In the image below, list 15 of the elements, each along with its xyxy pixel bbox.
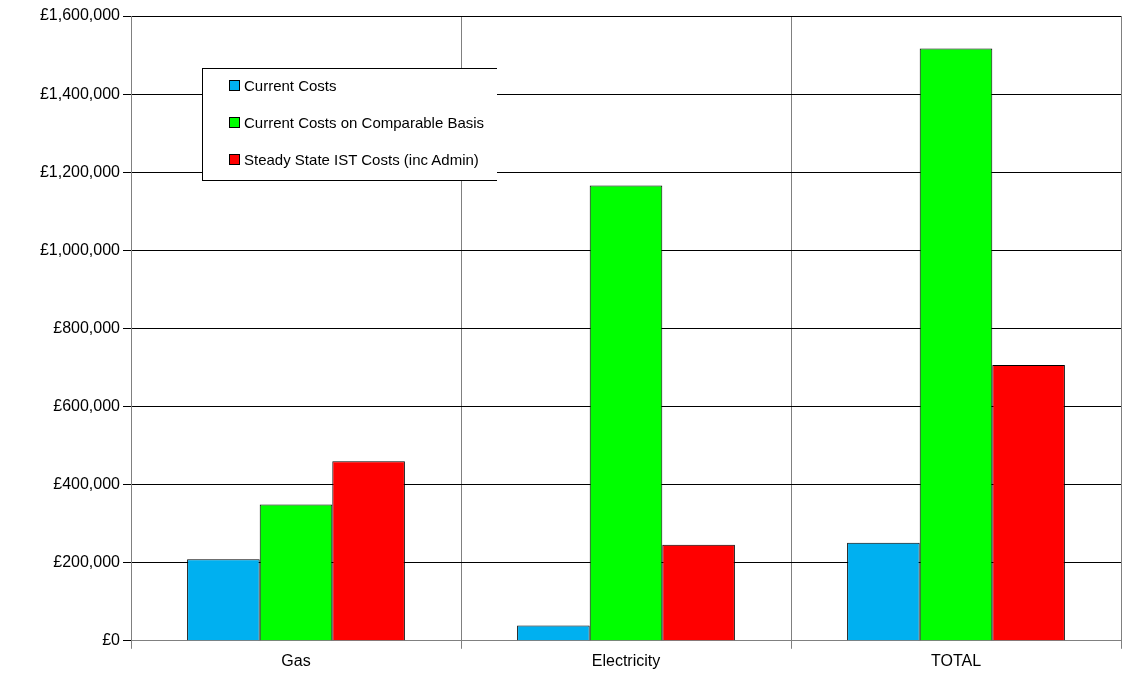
y-tick-label: £800,000 [53,318,121,336]
x-tick-label: Electricity [591,651,661,669]
legend-label: Current Costs [244,77,337,94]
y-tick-label: £600,000 [53,396,121,414]
y-tick-label: £1,200,000 [39,162,121,180]
y-tick-label: £200,000 [53,553,121,571]
y-tick-label: £400,000 [53,475,121,493]
legend-label: Steady State IST Costs (inc Admin) [244,151,479,168]
y-tick-label: £0 [102,631,121,649]
x-tick-label: TOTAL [930,651,982,669]
y-tick-label: £1,400,000 [39,84,121,102]
y-tick-label: £1,600,000 [39,6,121,24]
legend-label: Current Costs on Comparable Basis [244,114,485,131]
y-tick-label: £1,000,000 [39,240,121,258]
x-tick-label: Gas [281,651,311,669]
